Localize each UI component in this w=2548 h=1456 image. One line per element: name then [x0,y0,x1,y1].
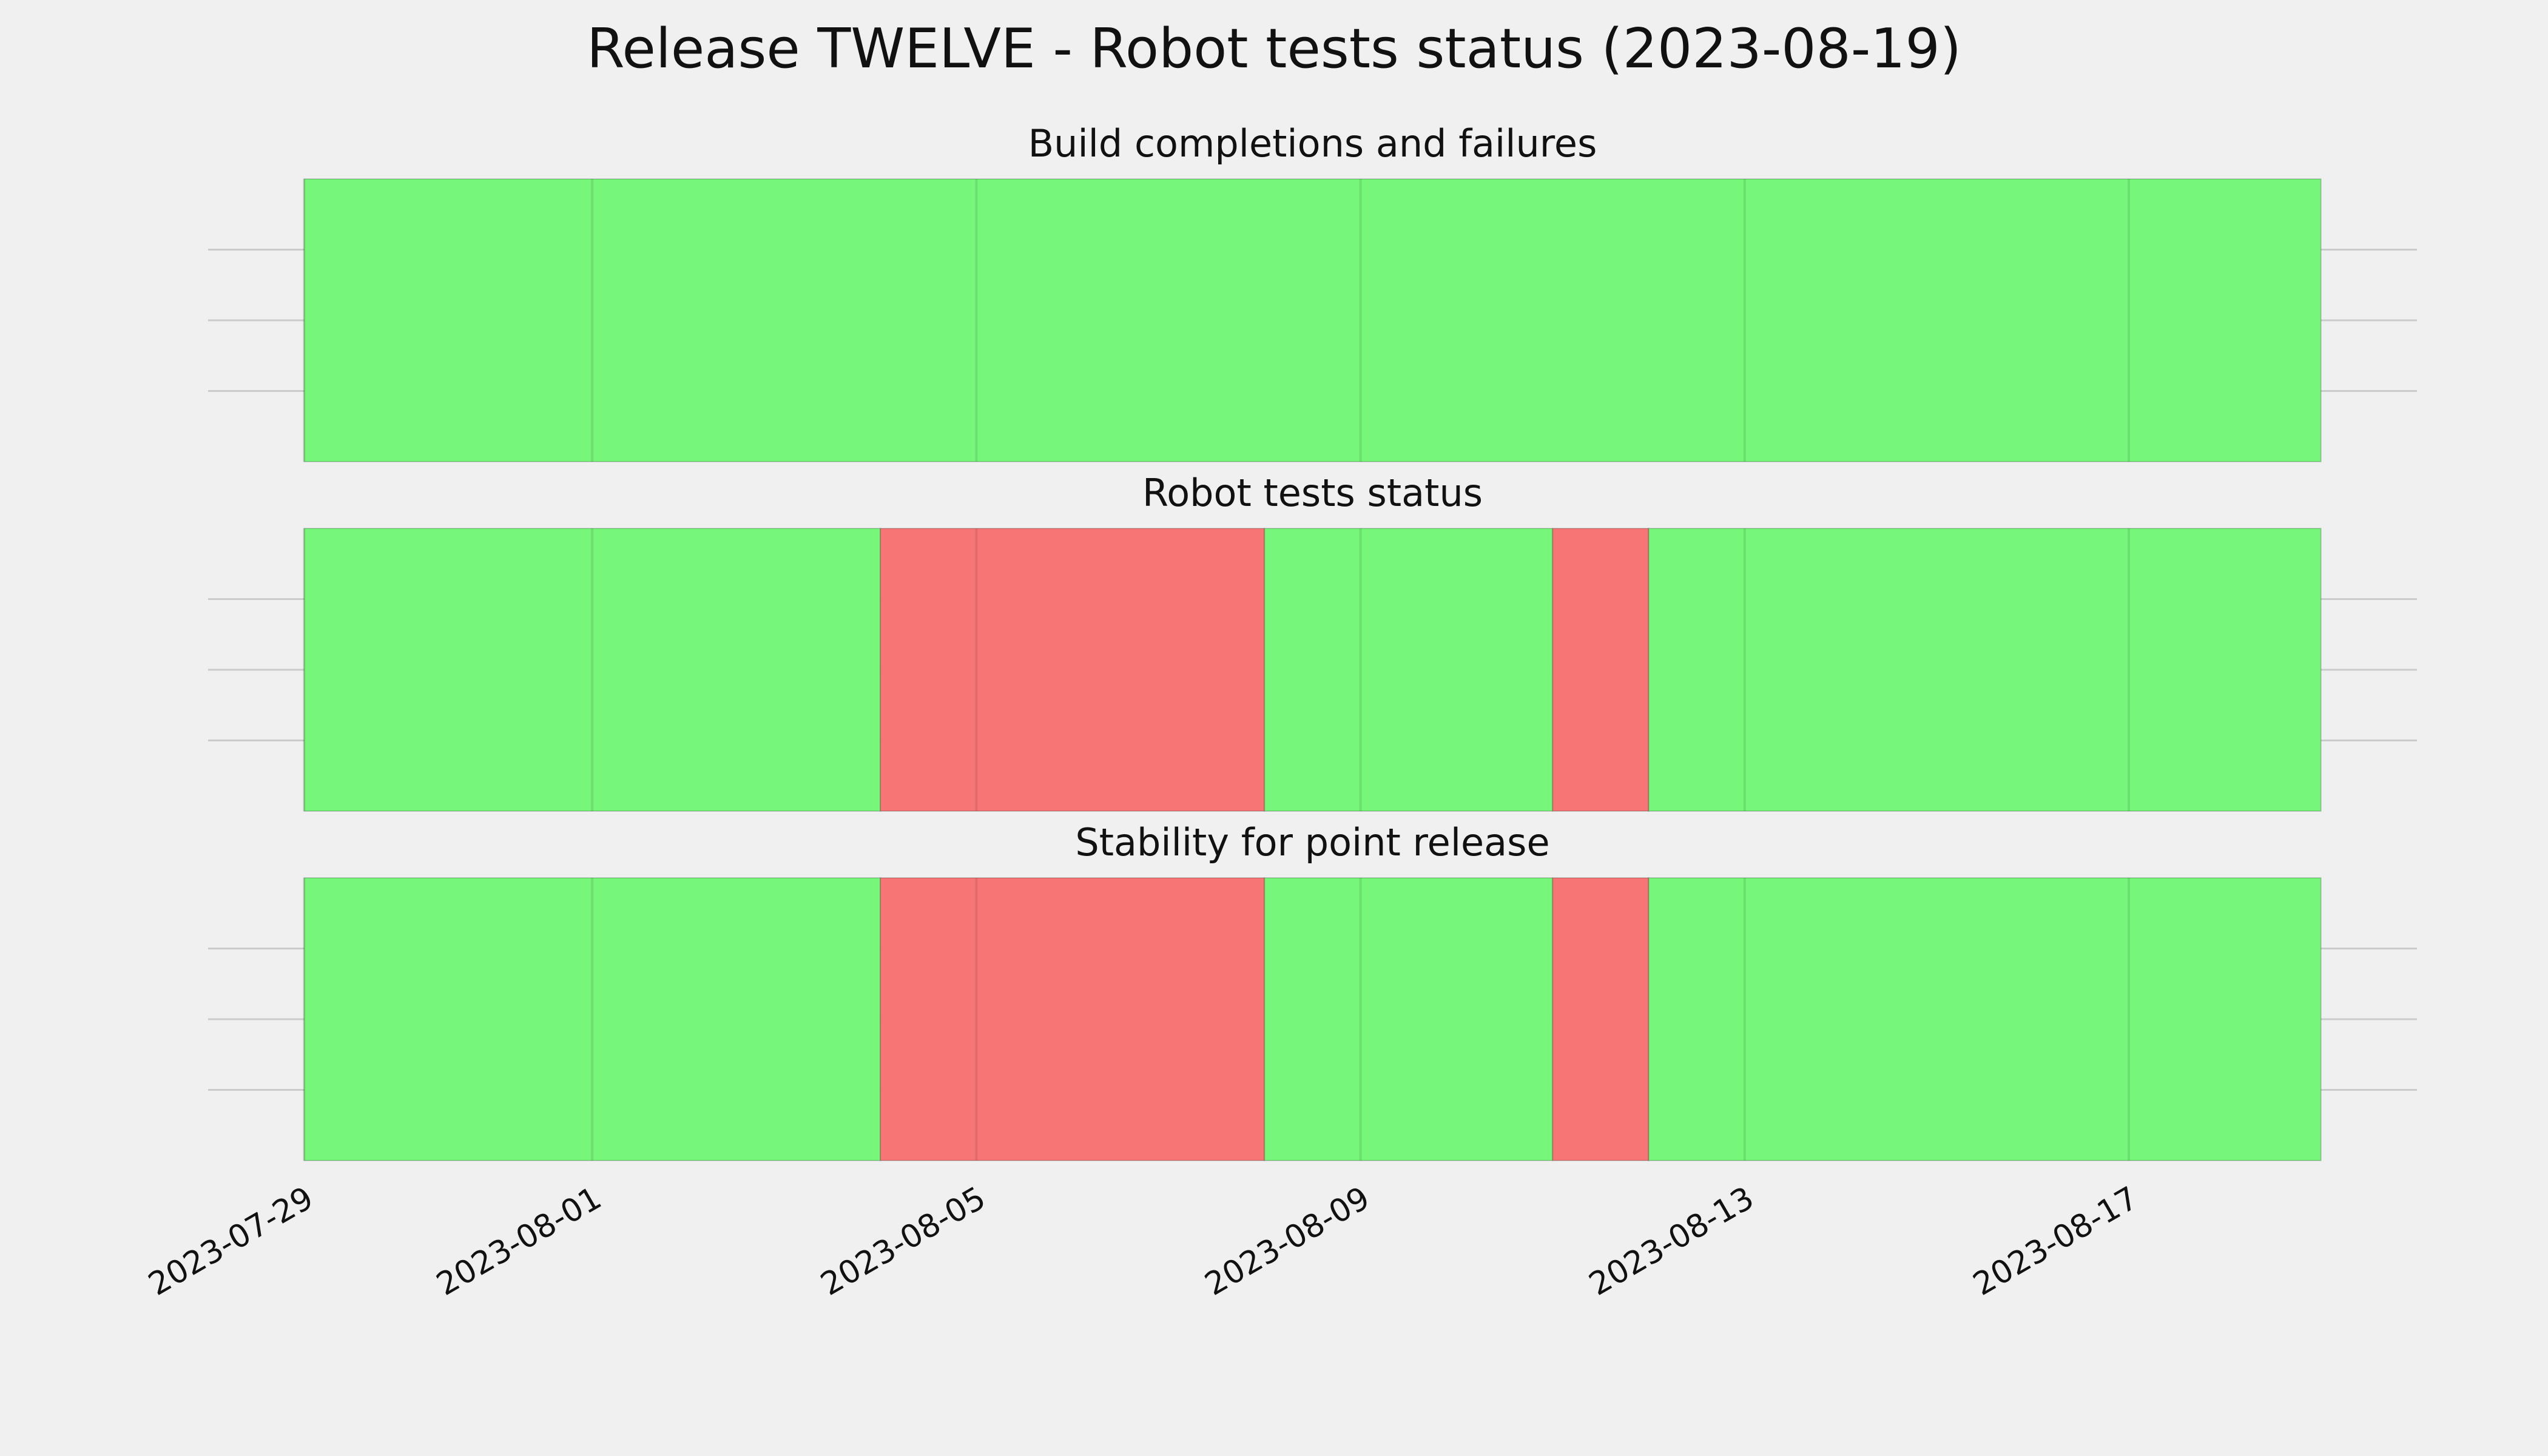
panel-title: Build completions and failures [1028,121,1597,166]
status-span [303,178,2322,462]
status-span [1552,528,1650,812]
chart-title: Release TWELVE - Robot tests status (202… [587,17,1961,81]
status-span [1648,528,2322,812]
status-span [1264,877,1554,1161]
status-span [303,877,881,1161]
status-span [1648,877,2322,1161]
panel-title: Robot tests status [1142,471,1483,515]
status-span [880,877,1266,1161]
status-span [1552,877,1650,1161]
panel-title: Stability for point release [1075,820,1549,864]
status-span [1264,528,1554,812]
status-span [303,528,881,812]
status-span [880,528,1266,812]
